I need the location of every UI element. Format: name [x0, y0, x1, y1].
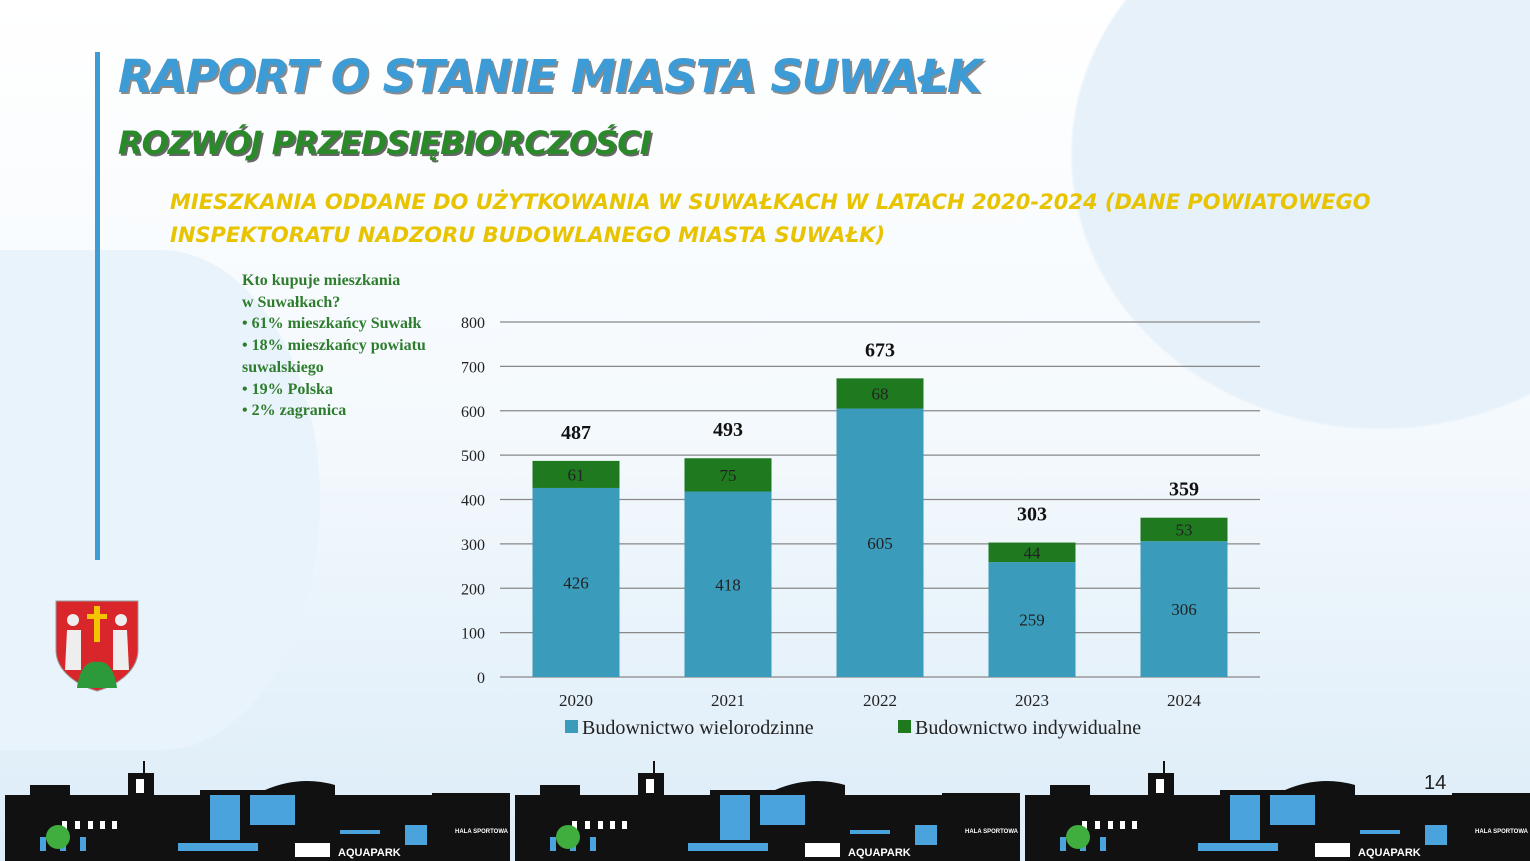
bar-value-label: 61: [568, 465, 585, 484]
page-title: RAPORT O STANIE MIASTA SUWAŁK: [118, 50, 982, 103]
bar-value-label: 68: [872, 384, 889, 403]
y-tick-label: 0: [477, 670, 485, 687]
note-line: suwalskiego: [242, 358, 324, 376]
buyers-note: Kto kupuje mieszkania w Suwałkach? • 61%…: [242, 270, 426, 422]
aquapark-label: AQUAPARK: [338, 847, 401, 859]
page-number: 14: [1424, 772, 1447, 794]
y-tick-label: 400: [461, 493, 485, 510]
y-tick-label: 300: [461, 537, 485, 554]
bar-value-label: 605: [867, 534, 893, 553]
bar-segment: [836, 408, 924, 677]
note-line: w Suwałkach?: [242, 293, 341, 311]
y-tick-label: 500: [461, 448, 485, 465]
bar-value-label: 418: [715, 575, 741, 594]
y-tick-label: 100: [461, 626, 485, 643]
bar-segment: [532, 460, 620, 488]
x-tick-label: 2024: [1167, 691, 1202, 710]
bar-total-label: 359: [1169, 479, 1199, 501]
y-tick-label: 700: [461, 359, 485, 376]
bar-value-label: 53: [1176, 520, 1193, 539]
bar-total-label: 673: [865, 339, 895, 361]
bar-segment: [684, 458, 772, 492]
x-tick-label: 2022: [863, 691, 897, 710]
bar-value-label: 75: [720, 466, 737, 485]
bar-segment: [1140, 517, 1228, 542]
accent-bar: [95, 52, 100, 560]
y-tick-label: 200: [461, 581, 485, 598]
bar-segment: [988, 562, 1076, 677]
note-line: • 19% Polska: [242, 380, 333, 398]
x-tick-label: 2023: [1015, 691, 1049, 710]
bar-segment: [988, 542, 1076, 563]
bar-total-label: 487: [561, 422, 591, 444]
bar-segment: [684, 491, 772, 677]
bar-total-label: 303: [1017, 504, 1047, 526]
city-skyline-banner: AQUAPARK HALA SPORTOWA: [5, 761, 1530, 861]
x-tick-label: 2021: [711, 691, 745, 710]
city-coat-of-arms: [55, 600, 139, 692]
y-tick-label: 800: [461, 315, 485, 332]
note-line: • 2% zagranica: [242, 402, 347, 420]
bar-value-label: 306: [1171, 600, 1197, 619]
bar-segment: [836, 378, 924, 409]
chart-heading: MIESZKANIA ODDANE DO UŻYTKOWANIA W SUWAŁ…: [170, 190, 1371, 247]
background-circle: [0, 250, 320, 750]
note-line: • 18% mieszkańcy powiatu: [242, 337, 426, 355]
bar-segment: [532, 487, 620, 677]
x-tick-label: 2020: [559, 691, 593, 710]
page-subtitle: ROZWÓJ PRZEDSIĘBIORCZOŚCI: [118, 124, 652, 162]
y-tick-label: 600: [461, 404, 485, 421]
legend-label: Budownictwo wielorodzinne: [582, 717, 814, 739]
note-line: • 61% mieszkańcy Suwałk: [242, 315, 422, 333]
bar-value-label: 259: [1019, 611, 1045, 630]
sports-hall-label: HALA SPORTOWA: [455, 829, 509, 835]
bar-value-label: 44: [1024, 543, 1042, 562]
legend-label: Budownictwo indywidualne: [915, 717, 1141, 739]
note-line: Kto kupuje mieszkania: [242, 272, 401, 289]
legend-swatch: [565, 720, 578, 733]
bar-segment: [1140, 541, 1228, 677]
legend-swatch: [898, 720, 911, 733]
bar-value-label: 426: [563, 573, 589, 592]
bar-total-label: 493: [713, 419, 743, 441]
